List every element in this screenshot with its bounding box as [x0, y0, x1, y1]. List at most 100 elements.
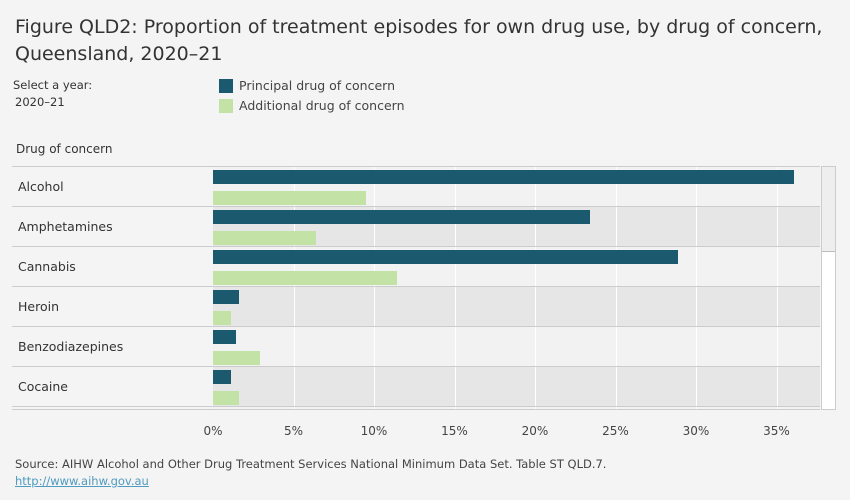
- gridline: [454, 407, 456, 410]
- scrollbar[interactable]: [821, 166, 836, 410]
- principal-bar[interactable]: [213, 330, 236, 344]
- gridline: [454, 327, 456, 366]
- category-row: Cannabis: [12, 246, 820, 286]
- gridline: [293, 367, 295, 406]
- legend-item-additional[interactable]: Additional drug of concern: [219, 98, 405, 113]
- category-row: Heroin: [12, 286, 820, 326]
- gridline: [776, 287, 778, 326]
- gridline: [776, 207, 778, 246]
- legend-label: Additional drug of concern: [239, 98, 405, 113]
- row-band: [213, 407, 820, 410]
- gridline: [293, 247, 295, 286]
- category-row: Benzodiazepines: [12, 326, 820, 366]
- gridline: [615, 247, 617, 286]
- gridline: [615, 327, 617, 366]
- gridline: [696, 287, 697, 326]
- category-label: Amphetamines: [18, 219, 113, 234]
- category-label: Cannabis: [18, 259, 76, 274]
- principal-bar[interactable]: [213, 170, 795, 184]
- legend-label: Principal drug of concern: [239, 78, 396, 93]
- x-tick-label: 10%: [360, 424, 388, 438]
- gridline: [454, 207, 456, 246]
- gridline: [696, 247, 697, 286]
- principal-bar[interactable]: [213, 370, 231, 384]
- x-tick-label: 30%: [682, 424, 710, 438]
- x-tick-label: 35%: [763, 424, 790, 438]
- additional-bar[interactable]: [213, 311, 231, 325]
- row-header: Drug of concern: [16, 142, 113, 156]
- gridline: [615, 207, 617, 246]
- category-label: Cocaine: [18, 379, 68, 394]
- gridline: [776, 327, 778, 366]
- gridline: [696, 207, 697, 246]
- gridline: [535, 167, 536, 206]
- source-link[interactable]: http://www.aihw.gov.au: [15, 474, 149, 488]
- gridline: [374, 327, 375, 366]
- plot-area: Alcohol Amphetamines Cannabis Heroin Benzodi…: [12, 166, 820, 410]
- gridline: [454, 287, 456, 326]
- source-note: Source: AIHW Alcohol and Other Drug Trea…: [15, 457, 607, 471]
- gridline: [776, 247, 778, 286]
- gridline: [696, 367, 697, 406]
- gridline: [535, 327, 536, 366]
- gridline: [374, 367, 375, 406]
- additional-bar[interactable]: [213, 191, 366, 205]
- gridline: [615, 367, 617, 406]
- gridline: [293, 407, 295, 410]
- gridline: [293, 327, 295, 366]
- category-row: Amphetamines: [12, 206, 820, 246]
- legend-item-principal[interactable]: Principal drug of concern: [219, 78, 395, 93]
- gridline: [535, 367, 536, 406]
- gridline: [454, 167, 456, 206]
- category-row: Cocaine: [12, 366, 820, 406]
- axis-line: [12, 409, 820, 410]
- gridline: [535, 207, 536, 246]
- gridline: [374, 167, 375, 206]
- chart-title: Figure QLD2: Proportion of treatment epi…: [15, 16, 823, 65]
- category-label: Alcohol: [18, 179, 64, 194]
- gridline: [374, 207, 375, 246]
- principal-bar[interactable]: [213, 290, 239, 304]
- gridline: [696, 327, 697, 366]
- row-band: [213, 367, 820, 406]
- additional-bar[interactable]: [213, 391, 239, 405]
- gridline: [374, 247, 375, 286]
- gridline: [776, 407, 778, 410]
- x-tick-label: 25%: [602, 424, 629, 438]
- gridline: [535, 247, 536, 286]
- additional-bar[interactable]: [213, 351, 260, 365]
- x-tick-label: 15%: [441, 424, 468, 438]
- year-filter-label: Select a year:: [13, 78, 93, 92]
- gridline: [454, 367, 456, 406]
- additional-bar[interactable]: [213, 231, 317, 245]
- row-band: [213, 287, 820, 326]
- legend-swatch: [219, 98, 233, 113]
- gridline: [535, 287, 536, 326]
- gridline: [696, 407, 697, 410]
- gridline: [454, 247, 456, 286]
- gridline: [696, 167, 697, 206]
- category-label: Benzodiazepines: [18, 339, 124, 354]
- x-tick-label: 5%: [283, 424, 304, 438]
- principal-bar[interactable]: [213, 210, 590, 224]
- gridline: [615, 407, 617, 410]
- additional-bar[interactable]: [213, 271, 397, 285]
- gridline: [293, 207, 295, 246]
- gridline: [374, 287, 375, 326]
- gridline: [615, 287, 617, 326]
- x-tick-label: 0%: [203, 424, 223, 438]
- category-label: Heroin: [18, 299, 59, 314]
- gridline: [776, 167, 778, 206]
- category-row: Alcohol: [12, 166, 820, 206]
- gridline: [776, 367, 778, 406]
- year-filter-value[interactable]: 2020–21: [15, 95, 65, 109]
- gridline: [615, 167, 617, 206]
- gridline: [293, 167, 295, 206]
- category-row: Other: [12, 406, 820, 410]
- legend-swatch: [219, 78, 233, 93]
- scrollbar-thumb[interactable]: [822, 167, 835, 252]
- principal-bar[interactable]: [213, 250, 679, 264]
- gridline: [374, 407, 375, 410]
- gridline: [535, 407, 536, 410]
- gridline: [293, 287, 295, 326]
